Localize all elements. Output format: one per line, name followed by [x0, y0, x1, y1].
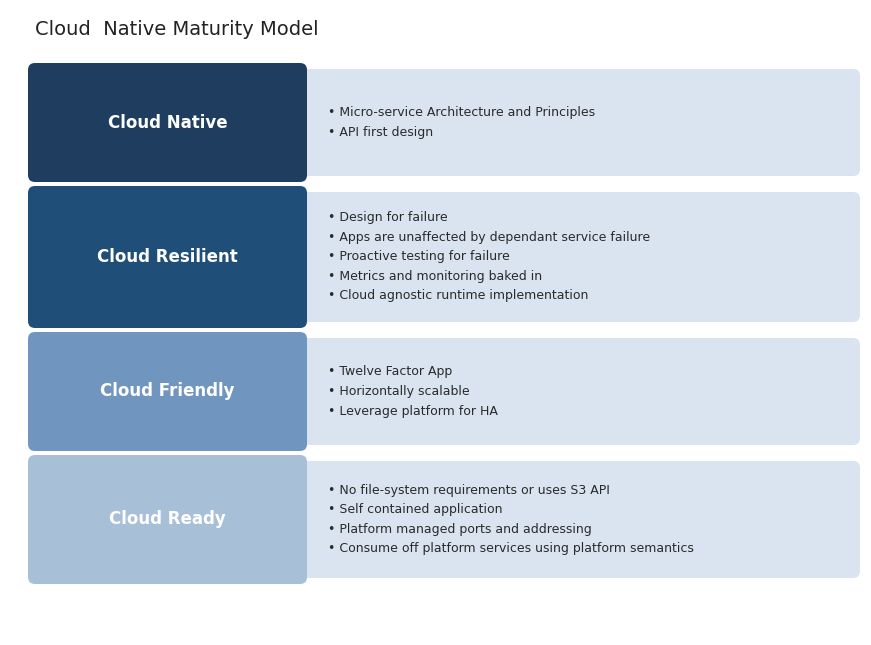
FancyBboxPatch shape: [275, 69, 860, 176]
FancyBboxPatch shape: [275, 192, 860, 322]
Text: • API first design: • API first design: [328, 126, 433, 139]
Text: Cloud  Native Maturity Model: Cloud Native Maturity Model: [35, 20, 319, 39]
Text: Cloud Resilient: Cloud Resilient: [98, 248, 238, 266]
Text: • Micro-service Architecture and Principles: • Micro-service Architecture and Princip…: [328, 106, 595, 119]
FancyBboxPatch shape: [28, 63, 307, 182]
Text: • Self contained application: • Self contained application: [328, 503, 503, 516]
Text: Cloud Native: Cloud Native: [108, 114, 227, 132]
Text: • Proactive testing for failure: • Proactive testing for failure: [328, 250, 510, 264]
Text: • Horizontally scalable: • Horizontally scalable: [328, 385, 469, 398]
Text: • Apps are unaffected by dependant service failure: • Apps are unaffected by dependant servi…: [328, 231, 650, 244]
Text: • Twelve Factor App: • Twelve Factor App: [328, 366, 452, 379]
Text: • Leverage platform for HA: • Leverage platform for HA: [328, 404, 498, 417]
FancyBboxPatch shape: [28, 455, 307, 584]
Text: • Platform managed ports and addressing: • Platform managed ports and addressing: [328, 522, 591, 536]
Text: Cloud Friendly: Cloud Friendly: [100, 382, 235, 401]
FancyBboxPatch shape: [28, 332, 307, 451]
FancyBboxPatch shape: [28, 186, 307, 328]
Text: • Cloud agnostic runtime implementation: • Cloud agnostic runtime implementation: [328, 290, 589, 303]
FancyBboxPatch shape: [275, 461, 860, 578]
Text: • Metrics and monitoring baked in: • Metrics and monitoring baked in: [328, 270, 542, 283]
Text: Cloud Ready: Cloud Ready: [109, 510, 226, 528]
Text: • No file-system requirements or uses S3 API: • No file-system requirements or uses S3…: [328, 484, 610, 497]
Text: • Consume off platform services using platform semantics: • Consume off platform services using pl…: [328, 542, 694, 555]
FancyBboxPatch shape: [275, 338, 860, 445]
Text: • Design for failure: • Design for failure: [328, 212, 448, 224]
